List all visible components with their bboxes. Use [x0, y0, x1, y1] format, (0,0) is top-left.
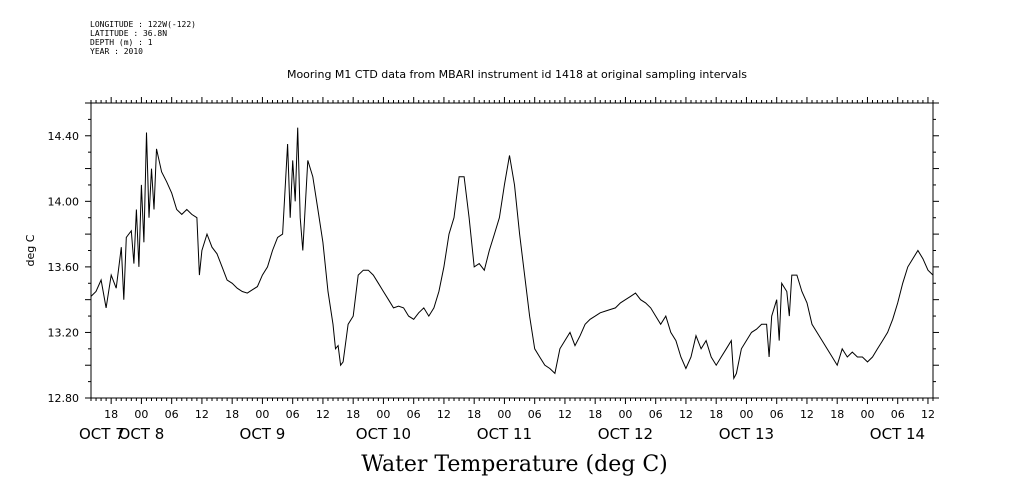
y-tick-label: 13.60	[48, 261, 80, 274]
x-day-label: OCT 8	[119, 425, 165, 443]
x-hour-label: 12	[921, 408, 935, 421]
longitude-text: LONGITUDE : 122W(-122)	[90, 20, 196, 29]
x-hour-label: 06	[286, 408, 300, 421]
y-tick-label: 12.80	[48, 392, 80, 405]
x-hour-label: 00	[376, 408, 390, 421]
depth-text: DEPTH (m) : 1	[90, 38, 153, 47]
x-hour-label: 18	[588, 408, 602, 421]
x-hour-label: 00	[255, 408, 269, 421]
year-text: YEAR : 2010	[90, 47, 143, 56]
x-hour-label: 12	[316, 408, 330, 421]
x-hour-label: 00	[739, 408, 753, 421]
latitude-text: LATITUDE : 36.8N	[90, 29, 168, 38]
x-hour-label: 12	[800, 408, 814, 421]
x-day-label: OCT 10	[356, 425, 411, 443]
x-hour-label: 00	[860, 408, 874, 421]
x-hour-label: 06	[528, 408, 542, 421]
x-day-label: OCT 11	[477, 425, 532, 443]
x-day-label: OCT 12	[598, 425, 653, 443]
y-tick-label: 14.40	[48, 130, 80, 143]
x-hour-label: 12	[679, 408, 693, 421]
y-tick-label: 13.20	[48, 326, 80, 339]
plot-frame	[90, 102, 934, 399]
tick-labels: 12.80 13.20 13.60 14.00 14.40 18 00 06 12 18 00 06 1…	[48, 130, 935, 443]
x-hour-label: 06	[770, 408, 784, 421]
temperature-series-line	[90, 127, 934, 381]
x-hour-label: 18	[467, 408, 481, 421]
x-hour-label: 06	[649, 408, 663, 421]
x-hour-label: 12	[437, 408, 451, 421]
x-hour-label: 00	[497, 408, 511, 421]
x-hour-label: 18	[104, 408, 118, 421]
x-hour-label: 12	[558, 408, 572, 421]
x-day-label: OCT 14	[870, 425, 925, 443]
x-hour-label: 18	[346, 408, 360, 421]
x-hour-label: 12	[195, 408, 209, 421]
x-hour-label: 00	[134, 408, 148, 421]
x-axis-caption: Water Temperature (deg C)	[361, 452, 668, 477]
x-hour-label: 06	[165, 408, 179, 421]
y-axis-label: deg C	[24, 234, 37, 266]
x-day-label: OCT 9	[240, 425, 286, 443]
x-hour-label: 06	[407, 408, 421, 421]
x-hour-label: 18	[830, 408, 844, 421]
x-hour-label: 18	[709, 408, 723, 421]
tick-marks	[85, 97, 939, 404]
y-tick-label: 14.00	[48, 195, 80, 208]
x-day-label: OCT 7	[79, 425, 125, 443]
axes	[90, 102, 934, 399]
chart-title: Mooring M1 CTD data from MBARI instrumen…	[286, 68, 748, 81]
x-hour-label: 18	[225, 408, 239, 421]
x-hour-label: 06	[891, 408, 905, 421]
x-hour-label: 00	[618, 408, 632, 421]
metadata-block: LONGITUDE : 122W(-122) LATITUDE : 36.8N …	[90, 20, 196, 56]
x-day-label: OCT 13	[719, 425, 774, 443]
